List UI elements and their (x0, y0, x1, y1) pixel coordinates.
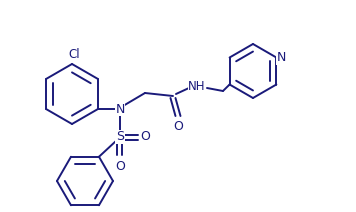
Text: O: O (115, 159, 125, 173)
Text: Cl: Cl (68, 49, 80, 61)
Text: O: O (140, 131, 150, 144)
Text: O: O (173, 120, 183, 134)
Text: N: N (277, 51, 286, 64)
Text: S: S (116, 131, 124, 144)
Text: NH: NH (188, 80, 206, 92)
Text: N: N (115, 102, 125, 116)
